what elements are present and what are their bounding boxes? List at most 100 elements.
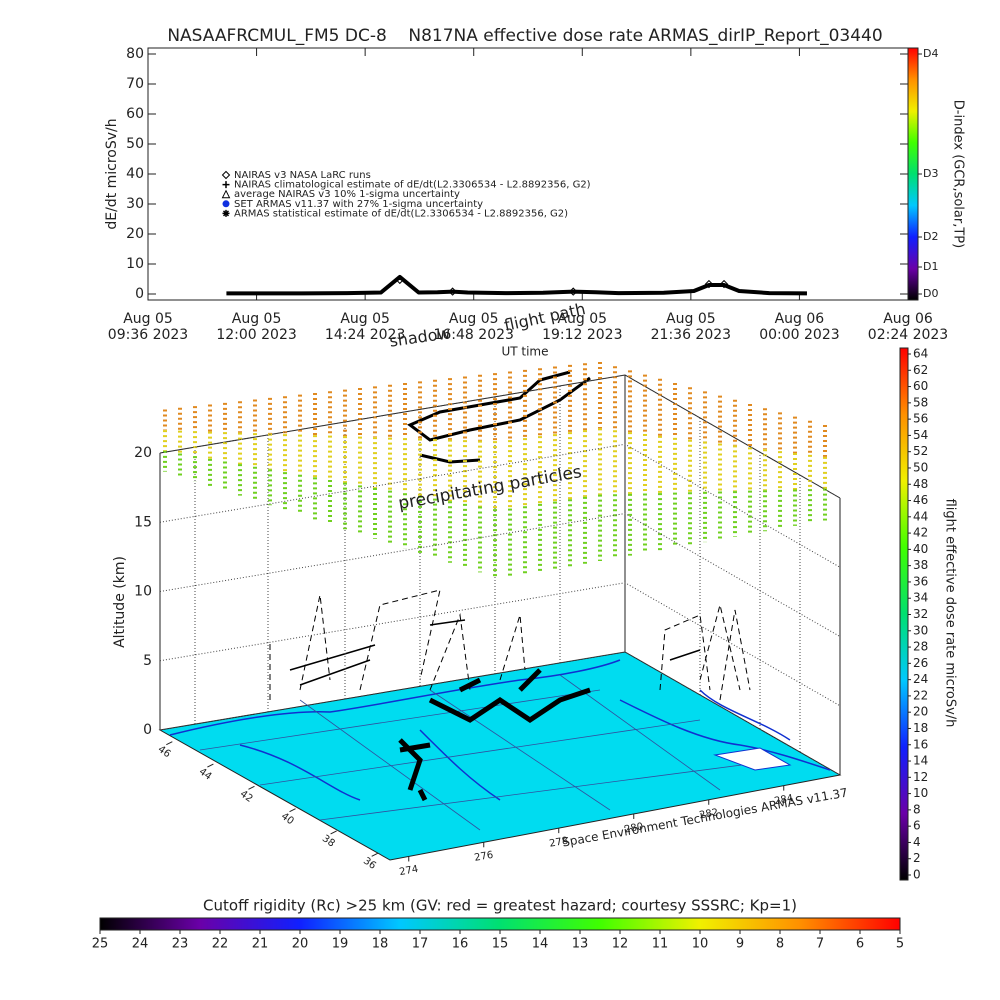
- lat-tick: [207, 763, 214, 768]
- rigidity-tick-label: 7: [816, 937, 824, 952]
- dose-tick-label: 44: [913, 509, 928, 523]
- lon-tick-label: 274: [398, 864, 419, 878]
- x-tick-label-line: Aug 05: [449, 311, 499, 327]
- x-tick-label: Aug 05 12:00 2023: [216, 311, 296, 343]
- z-tick-label: 20: [134, 445, 152, 461]
- y-tick-label: 40: [126, 166, 144, 182]
- dose-tick-label: 50: [913, 460, 928, 474]
- x-tick-label-line: 02:24 2023: [868, 327, 948, 343]
- dose-tick-label: 56: [913, 412, 928, 426]
- dose-tick-label: 18: [913, 721, 928, 735]
- x-axis-label: UT time: [501, 345, 548, 359]
- x-tick-label-line: 09:36 2023: [108, 327, 188, 343]
- dose-line: [226, 274, 807, 296]
- dose-tick-label: 54: [913, 428, 928, 442]
- wall-grid-line: [159, 374, 841, 499]
- dose-curtain-lines: [289, 619, 701, 686]
- rigidity-tick-label: 10: [692, 937, 709, 952]
- chart-title: NASAAFRCMUL_FM5 DC-8 N817NA effective do…: [167, 26, 882, 46]
- y-tick-label: 10: [126, 256, 144, 272]
- dindex-tick-label: D3: [923, 167, 938, 180]
- dose-colorbar: [899, 347, 909, 881]
- dose-tick-label: 42: [913, 526, 928, 540]
- z-tick-label: 10: [134, 584, 152, 600]
- dose-curtains: [269, 589, 751, 701]
- wall-grid-line: [159, 582, 841, 707]
- dose-tick-label: 30: [913, 623, 928, 637]
- dose-tick-label: 34: [913, 591, 928, 605]
- wall-grid-line: [159, 651, 841, 776]
- legend-label: ARMAS statistical estimate of dE/dt(L2.3…: [234, 208, 568, 219]
- wall-grid-line: [159, 512, 841, 637]
- dose-tick-label: 0: [913, 868, 921, 882]
- dindex-tick-label: D2: [923, 230, 938, 243]
- x-tick-label-line: 19:12 2023: [542, 327, 622, 343]
- z-tick-label: 15: [134, 514, 152, 530]
- rigidity-tick-label: 15: [492, 937, 509, 952]
- dose-tick-label: 24: [913, 672, 928, 686]
- y-tick-label: 50: [126, 136, 144, 152]
- rigidity-tick-label: 9: [736, 937, 744, 952]
- y-tick-label: 80: [126, 46, 144, 62]
- z-tick-label: 0: [143, 722, 152, 738]
- rigidity-tick-label: 12: [612, 937, 629, 952]
- dose-tick-label: 58: [913, 395, 928, 409]
- rigidity-tick-label: 23: [172, 937, 189, 952]
- x-tick-label-line: Aug 05: [123, 311, 173, 327]
- y-tick-label: 70: [126, 76, 144, 92]
- x-tick-label: Aug 06 00:00 2023: [759, 311, 839, 343]
- dose-tick-label: 2: [913, 851, 921, 865]
- rigidity-tick-label: 8: [776, 937, 784, 952]
- rigidity-tick-label: 24: [132, 937, 149, 952]
- dose-colorbar-label: flight effective dose rate microSv/h: [943, 499, 958, 728]
- lon-tick-label: 282: [698, 807, 719, 821]
- legend-label: NAIRAS v3 NASA LaRC runs: [234, 170, 371, 181]
- rigidity-tick-label: 22: [212, 937, 229, 952]
- rigidity-tick-label: 19: [332, 937, 349, 952]
- legend-symbol: [222, 181, 230, 189]
- y-tick-label: 30: [126, 196, 144, 212]
- lat-tick-label: 46: [156, 744, 173, 760]
- dose-tick-label: 38: [913, 558, 928, 572]
- x-tick-label: Aug 05 14:24 2023: [325, 311, 405, 343]
- coastlines: [169, 659, 831, 801]
- legend-label: SET ARMAS v11.37 with 27% 1-sigma uncert…: [234, 199, 483, 210]
- legend-label: NAIRAS climatological estimate of dE/dt(…: [234, 180, 591, 191]
- rigidity-title: Cutoff rigidity (Rc) >25 km (GV: red = g…: [203, 897, 797, 915]
- rigidity-tick-label: 11: [652, 937, 669, 952]
- dose-tick-label: 52: [913, 444, 928, 458]
- dose-tick-label: 48: [913, 477, 928, 491]
- x-tick-label: Aug 05 16:48 2023: [433, 311, 513, 343]
- legend-symbol: [222, 209, 230, 217]
- lon-tick-label: 284: [773, 793, 794, 807]
- data-point: [704, 279, 714, 289]
- rigidity-tick-label: 17: [412, 937, 429, 952]
- dindex-tick-label: D1: [923, 260, 938, 273]
- z-tick-label: 5: [143, 653, 152, 669]
- rigidity-tick-label: 20: [292, 937, 309, 952]
- rigidity-tick-label: 14: [532, 937, 549, 952]
- dindex-label: D-index (GCR,solar,TP): [951, 100, 966, 248]
- wall-grid-line: [159, 443, 841, 568]
- rigidity-tick-label: 6: [856, 937, 864, 952]
- rigidity-tick-label: 25: [92, 937, 109, 952]
- x-tick-label-line: 14:24 2023: [325, 327, 405, 343]
- dose-tick-label: 14: [913, 754, 928, 768]
- y-tick-label: 20: [126, 226, 144, 242]
- lat-tick-label: 42: [238, 789, 255, 805]
- rigidity-tick-label: 16: [452, 937, 469, 952]
- lon-tick-label: 280: [623, 821, 644, 835]
- dose-tick-label: 8: [913, 802, 921, 816]
- lat-tick-label: 38: [320, 833, 337, 849]
- x-tick-label-line: Aug 06: [883, 311, 933, 327]
- dose-tick-label: 32: [913, 607, 928, 621]
- annotation: precipitating particles: [397, 462, 584, 514]
- x-tick-label: Aug 06 02:24 2023: [868, 311, 948, 343]
- x-tick-label-line: Aug 05: [666, 311, 716, 327]
- x-tick-label-line: Aug 05: [232, 311, 282, 327]
- dose-tick-label: 26: [913, 656, 928, 670]
- dose-tick-label: 22: [913, 688, 928, 702]
- dose-tick-label: 20: [913, 705, 928, 719]
- dindex-colorbar: [907, 47, 919, 301]
- map-borders: [199, 674, 781, 831]
